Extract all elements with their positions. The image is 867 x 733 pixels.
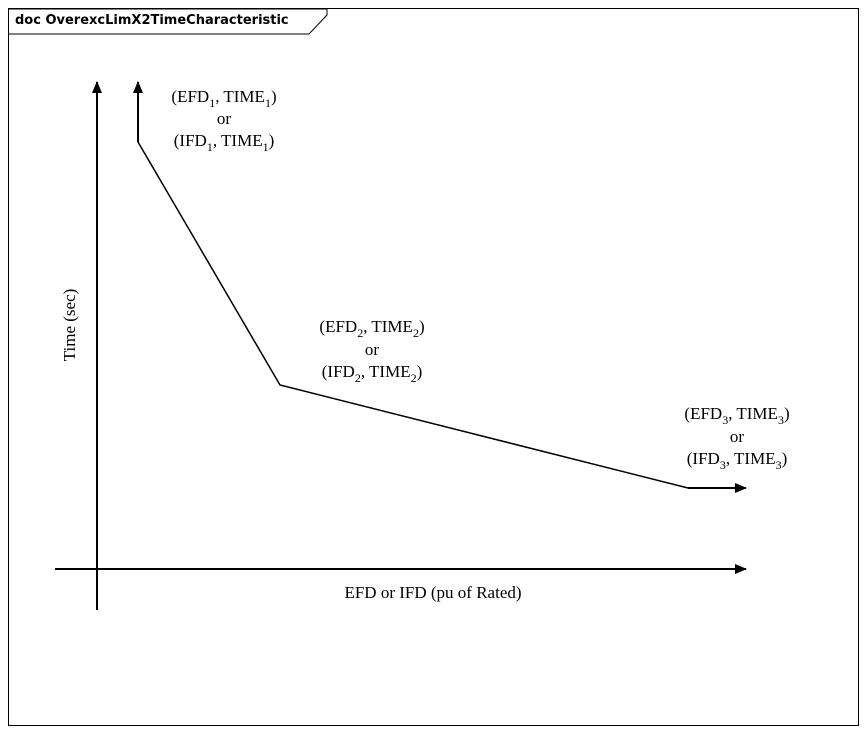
point-2-efd-line: (EFD2, TIME2) [319,317,424,340]
time-curve [137,141,689,489]
point-2-ifd-line: (IFD2, TIME2) [322,362,423,385]
point-2-or: or [365,340,380,359]
point-3-label: (EFD3, TIME3) or (IFD3, TIME3) [684,404,789,472]
point-1-or: or [217,109,232,128]
point-3-ifd-line: (IFD3, TIME3) [687,449,788,472]
point-1-ifd-line: (IFD1, TIME1) [174,131,275,154]
point-1-label: (EFD1, TIME1) or (IFD1, TIME1) [171,87,276,154]
frame-title: doc OverexcLimX2TimeCharacteristic [15,13,289,28]
frame-title-tab [9,9,328,35]
point-2-label: (EFD2, TIME2) or (IFD2, TIME2) [319,317,424,385]
point-3-or: or [730,427,745,446]
y-axis-label: Time (sec) [60,289,79,362]
diagram-frame: doc OverexcLimX2TimeCharacteristic [8,8,859,726]
x-axis-label: EFD or IFD (pu of Rated) [344,583,521,602]
point-1-efd-line: (EFD1, TIME1) [171,87,276,110]
point-3-efd-line: (EFD3, TIME3) [684,404,789,427]
